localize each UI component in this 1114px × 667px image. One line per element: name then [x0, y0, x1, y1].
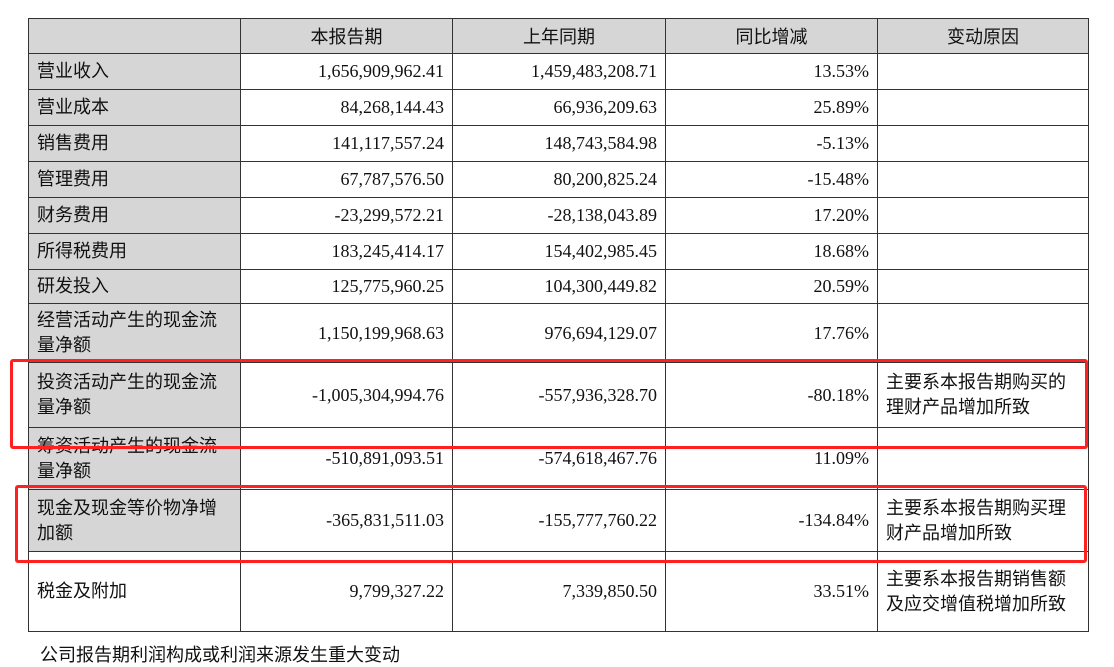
row-label: 所得税费用	[28, 233, 241, 270]
change-percent: -15.48%	[665, 161, 878, 198]
change-reason: 主要系本报告期销售额及应交增值税增加所致	[877, 551, 1089, 632]
table-row: 所得税费用 183,245,414.17 154,402,985.45 18.68%	[28, 233, 1089, 270]
change-percent: 20.59%	[665, 269, 878, 304]
previous-value: 976,694,129.07	[452, 303, 666, 363]
row-label: 销售费用	[28, 125, 241, 162]
change-reason	[877, 233, 1089, 270]
previous-value: 80,200,825.24	[452, 161, 666, 198]
table-row: 管理费用 67,787,576.50 80,200,825.24 -15.48%	[28, 161, 1089, 198]
row-label: 现金及现金等价物净增加额	[28, 489, 241, 552]
row-label: 管理费用	[28, 161, 241, 198]
previous-value: -155,777,760.22	[452, 489, 666, 552]
current-value: 183,245,414.17	[240, 233, 453, 270]
footer-text: 公司报告期利润构成或利润来源发生重大变动	[40, 645, 400, 665]
header-previous: 上年同期	[452, 18, 666, 54]
header-row: 本报告期 上年同期 同比增减 变动原因	[28, 18, 1089, 54]
change-percent: 18.68%	[665, 233, 878, 270]
previous-value: 7,339,850.50	[452, 551, 666, 632]
change-reason	[877, 125, 1089, 162]
change-percent: 11.09%	[665, 427, 878, 490]
header-reason: 变动原因	[877, 18, 1089, 54]
header-cell	[28, 18, 241, 54]
table-row: 筹资活动产生的现金流量净额 -510,891,093.51 -574,618,467…	[28, 427, 1089, 490]
change-percent: -80.18%	[665, 362, 878, 428]
table-row: 销售费用 141,117,557.24 148,743,584.98 -5.13%	[28, 125, 1089, 162]
table-row: 经营活动产生的现金流量净额 1,150,199,968.63 976,694,129…	[28, 303, 1089, 363]
header-change: 同比增减	[665, 18, 878, 54]
change-percent: -5.13%	[665, 125, 878, 162]
current-value: 1,656,909,962.41	[240, 53, 453, 90]
table-row: 税金及附加 9,799,327.22 7,339,850.50 33.51% 主要系本报…	[28, 551, 1089, 632]
current-value: 125,775,960.25	[240, 269, 453, 304]
table-row: 财务费用 -23,299,572.21 -28,138,043.89 17.20%	[28, 197, 1089, 234]
change-reason	[877, 89, 1089, 126]
change-reason: 主要系本报告期购买理财产品增加所致	[877, 489, 1089, 552]
current-value: 141,117,557.24	[240, 125, 453, 162]
current-value: -1,005,304,994.76	[240, 362, 453, 428]
current-value: 84,268,144.43	[240, 89, 453, 126]
previous-value: 1,459,483,208.71	[452, 53, 666, 90]
change-percent: 17.76%	[665, 303, 878, 363]
row-label: 投资活动产生的现金流量净额	[28, 362, 241, 428]
change-percent: 13.53%	[665, 53, 878, 90]
previous-value: 148,743,584.98	[452, 125, 666, 162]
row-label: 研发投入	[28, 269, 241, 304]
change-reason	[877, 53, 1089, 90]
change-percent: 17.20%	[665, 197, 878, 234]
table-row: 现金及现金等价物净增加额 -365,831,511.03 -155,777,760.…	[28, 489, 1089, 552]
current-value: -510,891,093.51	[240, 427, 453, 490]
row-label: 筹资活动产生的现金流量净额	[28, 427, 241, 490]
previous-value: 104,300,449.82	[452, 269, 666, 304]
change-percent: 25.89%	[665, 89, 878, 126]
change-reason	[877, 197, 1089, 234]
current-value: 9,799,327.22	[240, 551, 453, 632]
row-label: 财务费用	[28, 197, 241, 234]
change-reason	[877, 161, 1089, 198]
change-reason	[877, 427, 1089, 490]
previous-value: -28,138,043.89	[452, 197, 666, 234]
change-percent: 33.51%	[665, 551, 878, 632]
previous-value: -574,618,467.76	[452, 427, 666, 490]
table-row: 研发投入 125,775,960.25 104,300,449.82 20.59%	[28, 269, 1089, 304]
current-value: -23,299,572.21	[240, 197, 453, 234]
header-current: 本报告期	[240, 18, 453, 54]
change-percent: -134.84%	[665, 489, 878, 552]
current-value: 67,787,576.50	[240, 161, 453, 198]
change-reason: 主要系本报告期购买的理财产品增加所致	[877, 362, 1089, 428]
row-label: 税金及附加	[28, 551, 241, 632]
change-reason	[877, 269, 1089, 304]
row-label: 营业成本	[28, 89, 241, 126]
row-label: 营业收入	[28, 53, 241, 90]
table-row: 营业收入 1,656,909,962.41 1,459,483,208.71 13.5…	[28, 53, 1089, 90]
table-row: 营业成本 84,268,144.43 66,936,209.63 25.89%	[28, 89, 1089, 126]
current-value: 1,150,199,968.63	[240, 303, 453, 363]
financial-table: 本报告期 上年同期 同比增减 变动原因 营业收入 1,656,909,962.41…	[28, 18, 1089, 632]
previous-value: 66,936,209.63	[452, 89, 666, 126]
current-value: -365,831,511.03	[240, 489, 453, 552]
previous-value: 154,402,985.45	[452, 233, 666, 270]
table-row: 投资活动产生的现金流量净额 -1,005,304,994.76 -557,936,3…	[28, 362, 1089, 428]
change-reason	[877, 303, 1089, 363]
previous-value: -557,936,328.70	[452, 362, 666, 428]
row-label: 经营活动产生的现金流量净额	[28, 303, 241, 363]
